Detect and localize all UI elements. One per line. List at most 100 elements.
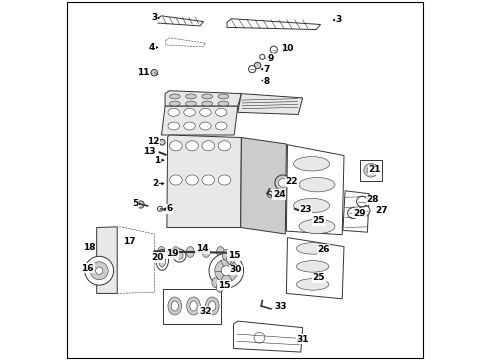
Ellipse shape (216, 122, 227, 130)
Text: 12: 12 (147, 136, 159, 145)
Polygon shape (157, 16, 204, 26)
Text: 14: 14 (196, 244, 209, 253)
Ellipse shape (296, 279, 329, 290)
Ellipse shape (199, 108, 211, 116)
Text: 23: 23 (299, 205, 312, 214)
Ellipse shape (218, 94, 229, 99)
Circle shape (359, 205, 370, 216)
Ellipse shape (294, 157, 330, 171)
Text: 4: 4 (149, 43, 155, 52)
Polygon shape (97, 227, 117, 293)
Text: 7: 7 (264, 65, 270, 74)
Text: 27: 27 (375, 206, 388, 215)
Ellipse shape (168, 297, 182, 315)
Text: 2: 2 (152, 179, 158, 188)
Text: 17: 17 (123, 237, 135, 246)
Ellipse shape (156, 249, 169, 270)
Text: 29: 29 (353, 209, 366, 217)
Ellipse shape (205, 297, 219, 315)
Polygon shape (166, 38, 205, 47)
Ellipse shape (212, 278, 219, 288)
Text: 21: 21 (368, 165, 381, 174)
Ellipse shape (186, 141, 198, 151)
Circle shape (248, 66, 256, 73)
Text: 10: 10 (281, 44, 294, 53)
Text: 26: 26 (317, 245, 330, 253)
Ellipse shape (217, 247, 224, 257)
Circle shape (254, 332, 265, 343)
Circle shape (275, 175, 291, 191)
Polygon shape (227, 19, 320, 30)
Text: 18: 18 (83, 243, 96, 252)
Ellipse shape (186, 101, 196, 106)
Circle shape (151, 69, 157, 76)
Ellipse shape (199, 122, 211, 130)
Ellipse shape (209, 301, 216, 311)
Text: 25: 25 (313, 274, 325, 282)
Ellipse shape (171, 301, 178, 311)
Ellipse shape (218, 175, 231, 185)
Circle shape (221, 266, 231, 276)
Text: 8: 8 (264, 77, 270, 85)
Ellipse shape (157, 247, 166, 257)
Ellipse shape (216, 282, 223, 292)
Text: 3: 3 (336, 15, 342, 24)
Ellipse shape (202, 94, 213, 99)
Polygon shape (165, 91, 242, 106)
Text: 11: 11 (137, 68, 150, 77)
Polygon shape (241, 138, 286, 234)
Ellipse shape (186, 175, 198, 185)
Ellipse shape (170, 94, 180, 99)
Text: 20: 20 (152, 253, 164, 262)
Text: 32: 32 (199, 307, 212, 316)
Ellipse shape (184, 108, 196, 116)
Ellipse shape (299, 219, 335, 234)
Circle shape (278, 179, 287, 187)
Ellipse shape (159, 253, 166, 267)
Ellipse shape (170, 141, 182, 151)
Polygon shape (238, 94, 303, 114)
Text: 33: 33 (275, 302, 287, 311)
FancyBboxPatch shape (360, 160, 382, 181)
Polygon shape (233, 321, 303, 352)
Text: 31: 31 (296, 335, 309, 343)
Circle shape (85, 256, 114, 285)
Text: 5: 5 (132, 199, 138, 208)
Circle shape (215, 259, 238, 282)
Ellipse shape (364, 163, 378, 177)
Text: 13: 13 (144, 147, 156, 156)
Ellipse shape (202, 101, 213, 106)
Text: 9: 9 (267, 54, 273, 63)
Ellipse shape (367, 166, 375, 174)
Ellipse shape (186, 247, 194, 257)
Ellipse shape (202, 247, 210, 257)
Polygon shape (116, 227, 154, 293)
Polygon shape (343, 191, 369, 232)
Circle shape (268, 192, 273, 197)
Text: 3: 3 (151, 13, 157, 22)
Polygon shape (286, 238, 344, 299)
Ellipse shape (170, 175, 182, 185)
Text: 19: 19 (166, 249, 178, 258)
Text: 15: 15 (228, 251, 241, 260)
Circle shape (347, 208, 358, 219)
Ellipse shape (227, 254, 235, 265)
Circle shape (176, 252, 183, 259)
Ellipse shape (187, 297, 200, 315)
Polygon shape (162, 106, 238, 135)
Text: 16: 16 (81, 264, 94, 273)
Ellipse shape (170, 101, 180, 106)
Circle shape (357, 196, 368, 207)
Circle shape (173, 249, 186, 262)
Ellipse shape (186, 94, 196, 99)
Ellipse shape (218, 141, 231, 151)
Circle shape (270, 46, 277, 53)
Polygon shape (167, 135, 242, 228)
Ellipse shape (202, 175, 215, 185)
Text: 15: 15 (218, 281, 230, 289)
Circle shape (254, 62, 261, 69)
Text: 24: 24 (273, 190, 286, 199)
Ellipse shape (190, 301, 197, 311)
Circle shape (157, 206, 163, 211)
Circle shape (260, 54, 265, 59)
